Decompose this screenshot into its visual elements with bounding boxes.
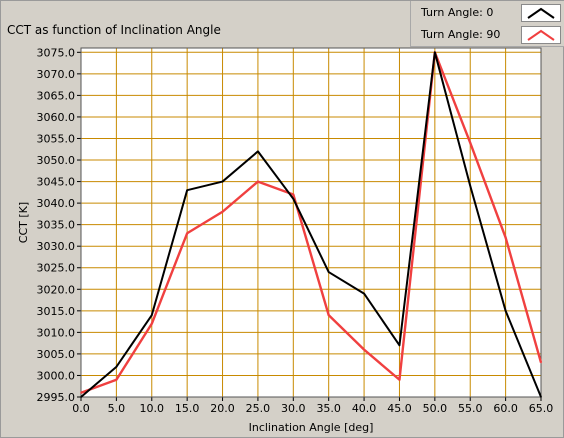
y-tick-label: 3030.0 (37, 240, 76, 253)
legend-item-turn-angle-0: Turn Angle: 0 (411, 2, 564, 24)
data-point-turn-angle-0 (221, 180, 224, 183)
y-tick-label: 3015.0 (37, 305, 76, 318)
plot-border (80, 47, 542, 398)
data-point-turn-angle-90 (80, 391, 82, 394)
data-point-turn-angle-0 (434, 51, 436, 54)
y-tick-label: 3075.0 (37, 46, 76, 59)
y-tick-label: 3000.0 (37, 369, 76, 382)
y-tick-label: 3065.0 (37, 89, 76, 102)
x-tick-label: 65.0 (529, 402, 554, 415)
data-point-turn-angle-90 (221, 210, 224, 213)
data-point-turn-angle-0 (398, 344, 401, 347)
data-point-turn-angle-0 (186, 189, 188, 191)
legend-swatch-line (527, 7, 555, 19)
x-tick-label: 55.0 (458, 402, 483, 415)
data-point-turn-angle-0 (327, 271, 330, 273)
data-point-turn-angle-90 (363, 348, 365, 351)
data-point-turn-angle-0 (115, 366, 118, 368)
legend-label: Turn Angle: 0 (421, 6, 494, 19)
y-tick-label: 3020.0 (37, 283, 76, 296)
x-tick-label: 60.0 (493, 402, 518, 415)
x-tick-label: 10.0 (140, 402, 165, 415)
data-point-turn-angle-0 (292, 198, 295, 200)
x-tick-label: 35.0 (316, 402, 341, 415)
data-point-turn-angle-90 (504, 236, 507, 239)
y-tick-label: 3070.0 (37, 68, 76, 81)
x-tick-label: 40.0 (352, 402, 377, 415)
x-tick-label: 25.0 (246, 402, 271, 415)
x-tick-label: 15.0 (175, 402, 200, 415)
plot-area (81, 48, 541, 397)
y-tick-label: 3035.0 (37, 219, 76, 232)
y-tick-label: 3045.0 (37, 176, 76, 189)
data-point-turn-angle-90 (540, 361, 542, 364)
x-tick-label: 20.0 (210, 402, 235, 415)
y-tick-label: 3010.0 (37, 326, 76, 339)
data-point-turn-angle-0 (469, 185, 472, 187)
x-tick-label: 45.0 (387, 402, 412, 415)
data-point-turn-angle-0 (363, 292, 365, 295)
data-point-turn-angle-90 (186, 232, 188, 235)
data-point-turn-angle-90 (469, 141, 472, 144)
x-axis-label: Inclination Angle [deg] (249, 421, 374, 434)
data-point-turn-angle-90 (398, 378, 401, 381)
legend-item-turn-angle-90: Turn Angle: 90 (411, 24, 564, 46)
y-tick-label: 3055.0 (37, 132, 76, 145)
y-tick-label: 3025.0 (37, 262, 76, 275)
x-tick-label: 5.0 (108, 402, 126, 415)
data-point-turn-angle-90 (115, 378, 118, 381)
data-point-turn-angle-90 (257, 180, 259, 183)
legend-label: Turn Angle: 90 (421, 28, 501, 41)
data-point-turn-angle-90 (327, 314, 330, 316)
x-tick-label: 50.0 (423, 402, 448, 415)
data-point-turn-angle-90 (150, 322, 153, 325)
y-tick-label: 3060.0 (37, 111, 76, 124)
y-tick-label: 3040.0 (37, 197, 76, 210)
legend-swatch (521, 26, 561, 44)
x-tick-label: 0.0 (72, 402, 90, 415)
y-axis-label: CCT [K] (17, 202, 30, 243)
data-point-turn-angle-0 (257, 150, 259, 153)
data-point-turn-angle-0 (504, 310, 507, 312)
data-point-turn-angle-90 (292, 193, 295, 196)
legend: Turn Angle: 0 Turn Angle: 90 (410, 1, 564, 47)
x-tick-label: 30.0 (281, 402, 306, 415)
series-line-turn-angle-90 (80, 51, 543, 394)
series-line-turn-angle-0 (80, 51, 542, 398)
data-point-turn-angle-0 (540, 396, 542, 398)
chart-title: CCT as function of Inclination Angle (7, 23, 221, 37)
y-tick-label: 2995.0 (37, 391, 76, 404)
data-point-turn-angle-0 (80, 396, 82, 398)
legend-swatch-line (527, 29, 555, 41)
data-point-turn-angle-0 (150, 314, 153, 316)
y-tick-label: 3050.0 (37, 154, 76, 167)
y-tick-label: 3005.0 (37, 348, 76, 361)
legend-swatch (521, 4, 561, 22)
